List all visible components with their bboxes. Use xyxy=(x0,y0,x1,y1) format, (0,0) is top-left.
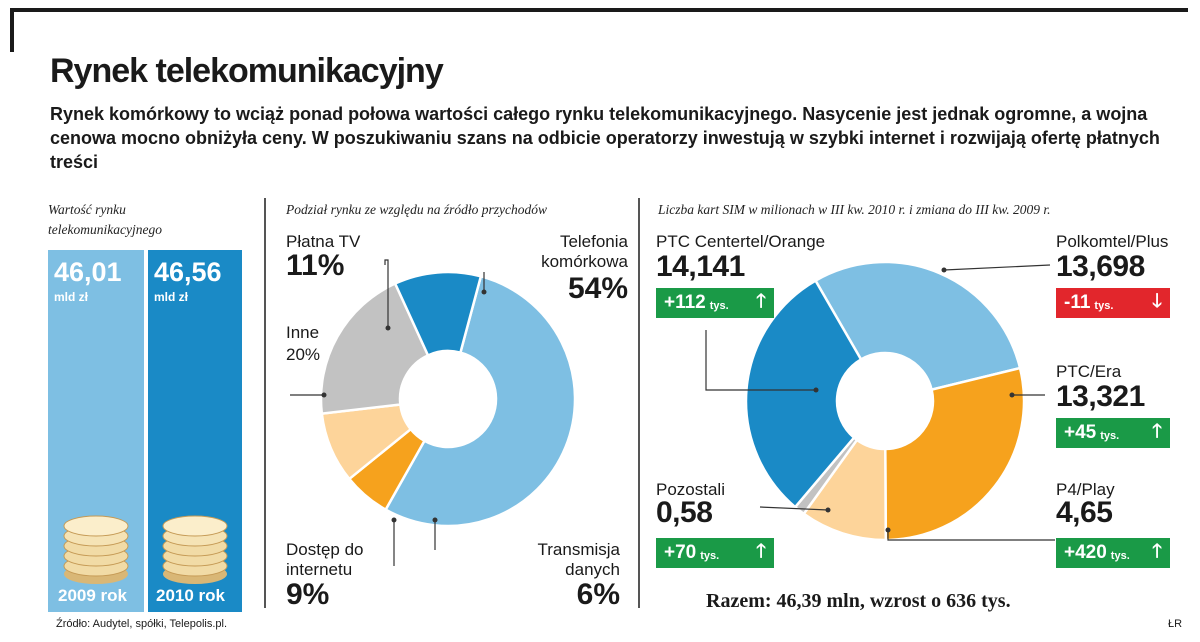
change-plus: -11 xyxy=(1064,292,1091,313)
value-plus: 13,698 xyxy=(1056,250,1145,283)
panel2-label: Podział rynku ze względu na źródło przyc… xyxy=(286,202,547,217)
change-play: +420 xyxy=(1064,542,1107,563)
slice-platna-tv xyxy=(393,270,483,358)
change-unit-orange: tys. xyxy=(709,300,729,312)
donut-slices xyxy=(744,260,1026,542)
bar-2009-unit: mld zł xyxy=(54,290,89,304)
bar-2010-unit: mld zł xyxy=(154,290,189,304)
leader-play xyxy=(887,530,1055,541)
bar-2010-year: 2010 rok xyxy=(156,586,225,605)
leader-lines xyxy=(290,259,485,566)
panel1-label: Wartość rynku telekomunikacyjnego xyxy=(48,202,162,237)
label-dostep-1: Dostęp do xyxy=(286,540,364,559)
leader-platna xyxy=(384,259,389,328)
panel3-label: Liczba kart SIM w milionach w III kw. 20… xyxy=(658,202,1051,217)
change-unit-era: tys. xyxy=(1100,430,1120,442)
dot-telefonia xyxy=(481,289,487,295)
bar-2009-year: 2009 rok xyxy=(58,586,127,605)
coin-stack xyxy=(162,515,228,584)
slice-inne xyxy=(319,281,430,415)
change-unit-plus: tys. xyxy=(1094,300,1114,312)
leader-dots xyxy=(321,289,487,523)
coin-stack xyxy=(63,515,129,584)
change-badge-orange: +112 tys. 🡑 xyxy=(656,288,774,318)
label-platna-tv: Płatna TV xyxy=(286,232,361,251)
label-inne: Inne xyxy=(286,323,320,342)
value-inne: 20% xyxy=(286,345,321,364)
corner-border xyxy=(10,8,14,52)
leader-lines xyxy=(705,264,1055,541)
bar-2009-value: 46,01 xyxy=(54,257,122,287)
label-pozostali: Pozostali xyxy=(656,480,725,499)
author-initials: ŁR xyxy=(1168,618,1183,630)
slice-polkomtel-plus xyxy=(813,260,1022,392)
dot-dostep xyxy=(391,517,397,523)
change-pozostali: +70 xyxy=(664,542,697,563)
slice-ptc-era xyxy=(884,366,1026,542)
dot-play xyxy=(885,527,891,533)
bar-2010-value: 46,56 xyxy=(154,257,222,287)
arrow-up-icon: 🡑 xyxy=(1152,421,1162,442)
value-platna-tv: 11% xyxy=(286,249,345,282)
dot-pozostali xyxy=(825,507,831,513)
change-unit-play: tys. xyxy=(1110,550,1130,562)
arrow-up-icon: 🡑 xyxy=(756,291,766,312)
arrow-up-icon: 🡑 xyxy=(1152,541,1162,562)
top-border xyxy=(10,8,1188,12)
value-orange: 14,141 xyxy=(656,250,745,283)
revenue-donut-chart xyxy=(290,259,577,566)
slice-ptc-centertel-orange xyxy=(744,278,863,509)
sim-donut-chart xyxy=(705,260,1055,542)
leader-orange xyxy=(705,330,816,391)
page-title: Rynek telekomunikacyjny xyxy=(50,52,444,90)
change-unit-pozostali: tys. xyxy=(700,550,720,562)
label-era: PTC/Era xyxy=(1056,362,1122,381)
label-plus: Polkomtel/Plus xyxy=(1056,232,1169,251)
slice-telefonia-komorkowa xyxy=(383,274,577,528)
coins-icon xyxy=(162,515,228,584)
bar-2010: 46,56 mld zł 2010 rok xyxy=(148,250,242,612)
label-orange: PTC Centertel/Orange xyxy=(656,232,826,251)
leader-dots xyxy=(813,267,1015,533)
dot-era xyxy=(1009,392,1015,398)
value-era: 13,321 xyxy=(1056,380,1145,413)
label-transmisja-2: danych xyxy=(565,560,620,579)
leader-pozostali xyxy=(759,506,829,511)
change-orange: +112 xyxy=(664,292,706,313)
coins-icon xyxy=(63,515,129,584)
label-telefonia-1: Telefonia xyxy=(559,232,628,251)
leader-inne xyxy=(290,394,324,396)
change-badge-pozostali: +70 tys. 🡑 xyxy=(656,538,774,568)
bar-2009: 46,01 mld zł 2009 rok xyxy=(48,250,144,612)
source-note: Źródło: Audytel, spółki, Telepolis.pl. xyxy=(56,618,227,630)
separator-1 xyxy=(264,198,266,608)
label-dostep-2: internetu xyxy=(286,560,353,579)
change-badge-play: +420 tys. 🡑 xyxy=(1056,538,1170,568)
change-era: +45 xyxy=(1064,422,1097,443)
dot-inne xyxy=(321,392,327,398)
donut-slices xyxy=(319,270,577,528)
dot-transmisja xyxy=(432,517,438,523)
leader-plus xyxy=(943,264,1051,271)
separator-2 xyxy=(638,198,640,608)
arrow-down-icon: 🡓 xyxy=(1152,291,1162,312)
arrow-up-icon: 🡑 xyxy=(756,541,766,562)
value-pozostali: 0,58 xyxy=(656,496,713,529)
value-play: 4,65 xyxy=(1056,496,1113,529)
change-badge-plus: -11 tys. 🡓 xyxy=(1056,288,1170,318)
value-transmisja: 6% xyxy=(576,578,620,611)
dot-plus xyxy=(941,267,947,273)
dot-orange xyxy=(813,387,819,393)
label-telefonia-2: komórkowa xyxy=(541,252,628,271)
value-dostep: 9% xyxy=(286,578,330,611)
value-telefonia: 54% xyxy=(567,272,628,305)
page-subtitle: Rynek komórkowy to wciąż ponad połowa wa… xyxy=(50,104,1160,172)
dot-platna xyxy=(385,325,391,331)
total-summary: Razem: 46,39 mln, wzrost o 636 tys. xyxy=(706,590,1011,612)
change-badge-era: +45 tys. 🡑 xyxy=(1056,418,1170,448)
label-transmisja-1: Transmisja xyxy=(537,540,621,559)
label-play: P4/Play xyxy=(1056,480,1115,499)
